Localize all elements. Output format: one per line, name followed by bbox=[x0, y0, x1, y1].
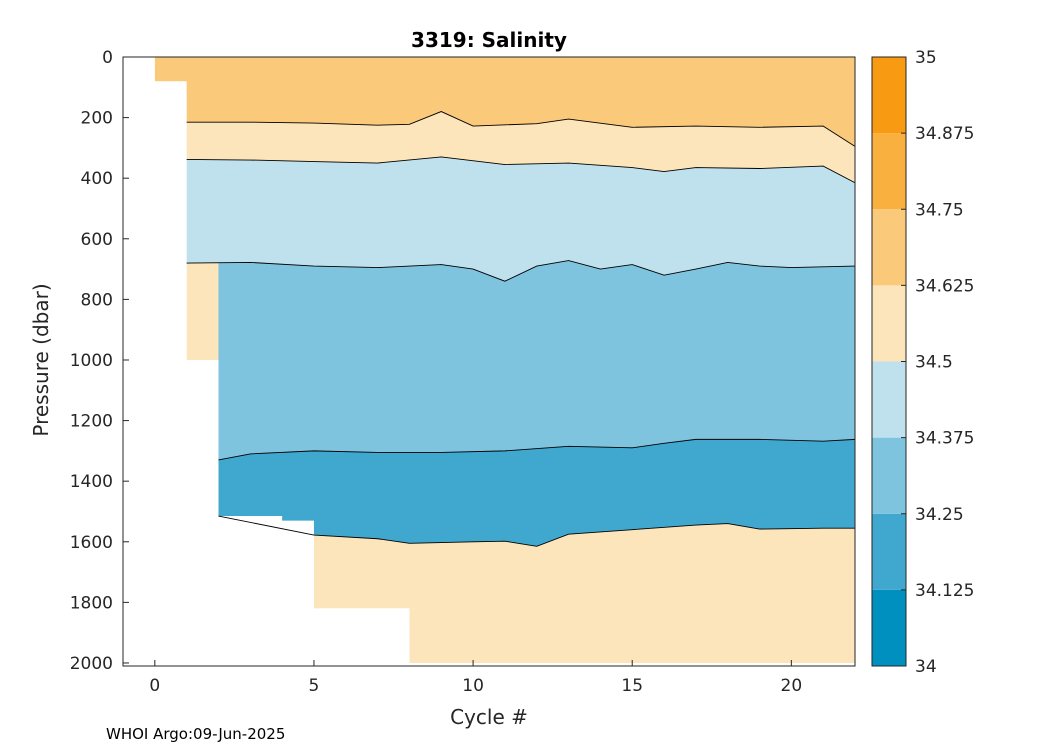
y-tick-label: 2000 bbox=[70, 654, 113, 674]
colorbar-tick-label: 34.875 bbox=[915, 124, 974, 144]
x-axis: 0 5 10 15 20 bbox=[149, 660, 802, 696]
x-tick-label: 20 bbox=[781, 676, 803, 696]
y-tick-label: 800 bbox=[81, 290, 113, 310]
colorbar-tick-label: 34.75 bbox=[915, 200, 964, 220]
colorbar-tick-label: 34.625 bbox=[915, 276, 974, 296]
surface-band bbox=[154, 57, 855, 91]
y-tick-label: 200 bbox=[81, 109, 113, 129]
colorbar-tick-label: 34.375 bbox=[915, 429, 974, 449]
y-tick-label: 1600 bbox=[70, 533, 113, 553]
colorbar-swatch bbox=[872, 437, 906, 514]
colorbar-swatch bbox=[872, 285, 906, 362]
x-axis-label: Cycle # bbox=[450, 705, 528, 729]
contour-line-34.5 bbox=[186, 260, 855, 282]
colorbar-swatch bbox=[872, 209, 906, 286]
y-tick-label: 0 bbox=[102, 48, 113, 68]
x-tick-label: 0 bbox=[149, 676, 160, 696]
y-tick-label: 400 bbox=[81, 169, 113, 189]
contour-line-34.625 bbox=[186, 156, 855, 184]
footer-credit: WHOI Argo:09-Jun-2025 bbox=[106, 725, 286, 743]
no-data-mask bbox=[123, 57, 855, 666]
colorbar-tick-label: 35 bbox=[915, 48, 937, 68]
y-tick-label: 1000 bbox=[70, 351, 113, 371]
colorbar-swatch bbox=[872, 57, 906, 134]
y-tick-label: 600 bbox=[81, 230, 113, 250]
colorbar-swatch bbox=[872, 589, 906, 666]
plot-area bbox=[123, 57, 855, 666]
x-tick-label: 5 bbox=[309, 676, 320, 696]
x-tick-label: 15 bbox=[621, 676, 643, 696]
y-axis: 0 200 400 600 800 1000 1200 1400 1600 1800 2000 bbox=[70, 48, 129, 674]
contour-line-34.375 bbox=[218, 438, 855, 461]
contour-line-34.75 bbox=[186, 111, 855, 147]
colorbar-tick-label: 34.125 bbox=[915, 581, 974, 601]
contour-line-34.25 bbox=[218, 515, 855, 547]
y-tick-label: 1400 bbox=[70, 472, 113, 492]
x-tick-label: 10 bbox=[462, 676, 484, 696]
y-tick-label: 1800 bbox=[70, 593, 113, 613]
contour-fill-group bbox=[123, 57, 855, 666]
y-axis-label: Pressure (dbar) bbox=[29, 283, 53, 436]
colorbar-tick-label: 34 bbox=[915, 657, 937, 677]
plot-frame bbox=[122, 56, 856, 667]
colorbar-swatch bbox=[872, 513, 906, 590]
colorbar-swatch bbox=[872, 133, 906, 210]
colorbar-tick-label: 34.25 bbox=[915, 505, 964, 525]
colorbar-tick-label: 34.5 bbox=[915, 353, 953, 373]
chart-title: 3319: Salinity bbox=[411, 28, 567, 52]
y-tick-label: 1200 bbox=[70, 412, 113, 432]
colorbar: 34 34.125 34.25 34.375 34.5 34.625 34.75 34.875… bbox=[871, 48, 974, 677]
colorbar-swatch bbox=[872, 361, 906, 438]
